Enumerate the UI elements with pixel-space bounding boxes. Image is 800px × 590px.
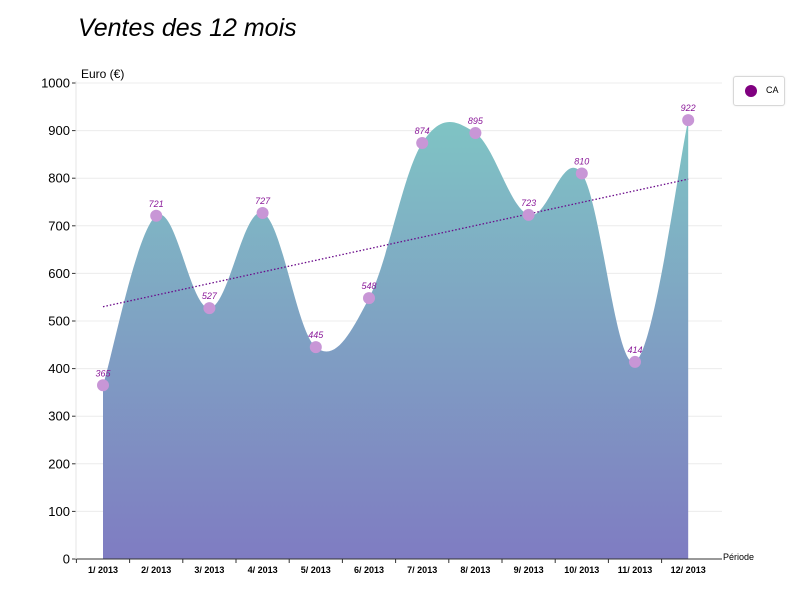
y-tick-label: 800 [48, 171, 70, 186]
x-axis-label: Période [723, 552, 755, 562]
y-tick-label: 0 [63, 552, 70, 567]
y-tick-label: 600 [48, 266, 70, 281]
x-tick-label: 4/ 2013 [248, 565, 278, 575]
x-tick-label: 10/ 2013 [564, 565, 599, 575]
data-label: 527 [202, 291, 218, 301]
data-point [256, 206, 269, 219]
area-fill [103, 120, 689, 560]
x-tick-label: 2/ 2013 [141, 565, 171, 575]
x-tick-label: 5/ 2013 [301, 565, 331, 575]
data-label: 874 [415, 126, 430, 136]
y-tick-label: 1000 [41, 76, 70, 91]
data-point [363, 292, 375, 305]
x-tick-label: 6/ 2013 [354, 565, 384, 575]
legend-label: CA [766, 85, 779, 95]
data-point [522, 208, 535, 221]
data-label: 548 [361, 281, 376, 291]
y-tick-label: 500 [48, 314, 70, 329]
data-point [682, 114, 695, 127]
data-point [629, 355, 641, 368]
x-tick-label: 9/ 2013 [514, 565, 544, 575]
y-tick-label: 700 [48, 218, 70, 233]
data-label: 721 [149, 199, 164, 209]
chart-title: Ventes des 12 mois [78, 14, 297, 42]
x-tick-label: 7/ 2013 [407, 565, 437, 575]
data-label: 365 [95, 368, 111, 378]
x-tick-label: 8/ 2013 [460, 565, 490, 575]
area-series [103, 120, 689, 560]
data-point [97, 379, 109, 392]
y-tick-label: 100 [48, 504, 70, 519]
y-tick-label: 300 [48, 409, 70, 424]
data-label: 414 [627, 345, 642, 355]
data-label: 727 [255, 196, 271, 206]
x-tick-label: 3/ 2013 [194, 565, 224, 575]
data-label: 723 [521, 198, 536, 208]
x-tick-label: 11/ 2013 [618, 565, 653, 575]
y-tick-label: 200 [48, 456, 70, 471]
data-point [416, 136, 429, 149]
data-point [150, 209, 163, 222]
y-axis-label: Euro (€) [81, 67, 125, 81]
data-point [575, 167, 588, 180]
data-point [309, 341, 322, 354]
data-label: 922 [681, 103, 696, 113]
data-label: 810 [574, 156, 589, 166]
y-tick-label: 400 [48, 361, 70, 376]
legend: CA [733, 76, 785, 106]
y-tick-label: 900 [48, 123, 70, 138]
markers: 365 721 527 727 445 548 874 895 723 810 414 922 [95, 103, 696, 392]
data-label: 445 [308, 330, 324, 340]
data-label: 895 [468, 116, 484, 126]
x-tick-label: 1/ 2013 [88, 565, 118, 575]
x-tick-label: 12/ 2013 [671, 565, 706, 575]
legend-marker [745, 85, 757, 97]
axes: 0 100 200 300 400 500 600 700 800 900 1000 1/ 2013 2… [41, 76, 722, 575]
data-point [203, 302, 216, 315]
data-point [469, 126, 482, 139]
